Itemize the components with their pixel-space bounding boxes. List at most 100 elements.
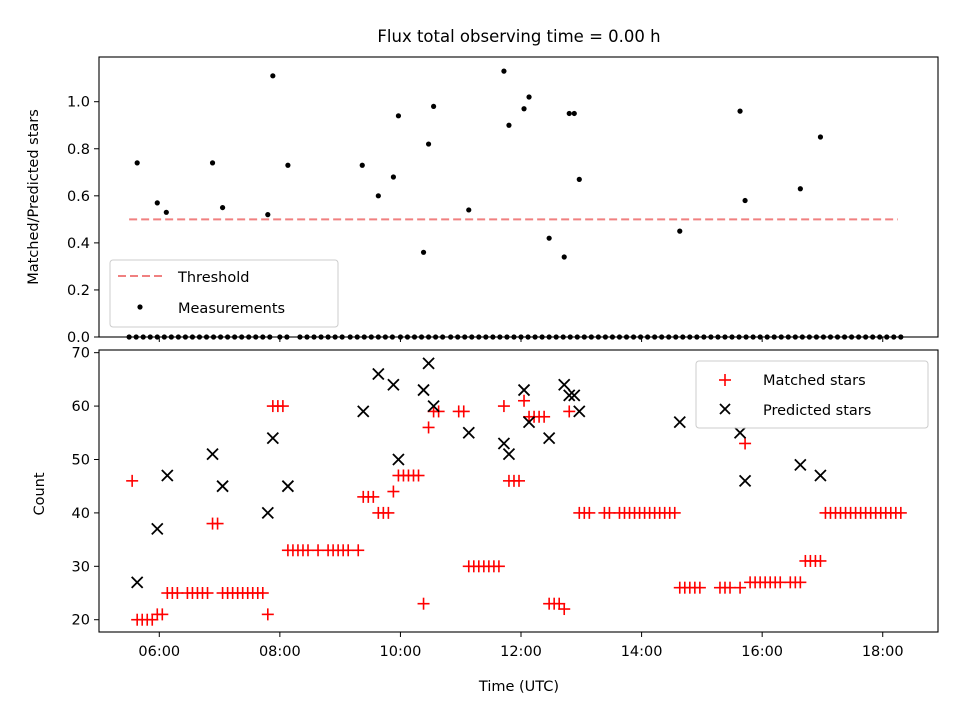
measurement-point (209, 160, 216, 166)
bottom-x-tick-label: 16:00 (741, 644, 783, 660)
predicted-star-marker (357, 405, 370, 418)
matched-star-marker (513, 474, 526, 487)
legend-threshold-label: Threshold (177, 270, 249, 286)
bottom-x-tick-label: 08:00 (259, 644, 301, 660)
matched-star-marker (382, 506, 395, 519)
predicted-star-marker (558, 378, 571, 391)
predicted-star-marker (206, 448, 219, 461)
matched-star-marker (563, 405, 576, 418)
matched-star-marker (422, 421, 435, 434)
predicted-star-marker (427, 399, 440, 413)
measurement-point (797, 186, 803, 192)
measurement-point (395, 113, 402, 119)
measurement-point (817, 134, 824, 140)
predicted-star-marker (543, 431, 556, 445)
top-y-axis-label: Matched/Predicted stars (26, 109, 42, 285)
matched-star-marker (724, 581, 737, 594)
bottom-x-tick-label: 18:00 (862, 644, 904, 660)
bottom-y-tick-label: 30 (72, 559, 90, 575)
top-y-ticks: 0.0 0.2 0.4 0.6 0.8 1.0 (67, 95, 99, 346)
legend-matched-swatch (719, 374, 731, 386)
top-chart-title: Flux total observing time = 0.00 h (377, 27, 660, 46)
matched-star-marker (171, 587, 184, 600)
measurement-point (737, 108, 743, 114)
predicted-star-marker (814, 469, 827, 482)
predicted-star-marker (568, 389, 581, 402)
predicted-star-marker (151, 522, 164, 536)
matched-star-marker (412, 469, 425, 482)
bottom-y-ticks: 20 30 40 50 60 70 (72, 346, 99, 629)
matched-star-marker (894, 506, 907, 519)
predicted-star-marker (372, 367, 385, 381)
bottom-panel: 20 30 40 50 60 70 06:00 08:00 10:00 12:00 14:00 16… (32, 346, 939, 695)
predicted-star-marker (161, 469, 174, 482)
matched-star-marker (583, 506, 596, 519)
predicted-star-marker (517, 383, 531, 397)
matched-star-marker (603, 506, 616, 519)
measurement-point (154, 200, 160, 206)
bottom-x-tick-label: 06:00 (138, 644, 180, 660)
measurement-point (677, 228, 683, 234)
top-legend: Threshold Measurements (109, 259, 339, 328)
matched-star-marker (301, 544, 314, 557)
measurement-point (501, 68, 507, 74)
matched-star-marker (312, 544, 325, 557)
bottom-x-ticks: 06:00 08:00 10:00 12:00 14:00 16:00 18:00 (138, 632, 904, 660)
matched-star-marker (201, 587, 214, 600)
matched-star-marker (146, 613, 159, 626)
matched-star-marker (352, 544, 365, 557)
matched-star-marker (457, 405, 470, 418)
matched-star-markers (126, 394, 907, 626)
matched-star-marker (276, 400, 289, 413)
measurement-point (420, 249, 427, 255)
matched-star-marker (538, 410, 551, 423)
measurement-point (163, 209, 169, 215)
predicted-star-marker (563, 389, 576, 402)
top-y-tick-label: 1.0 (67, 95, 90, 111)
measurement-point (425, 141, 432, 147)
measurement-point (390, 174, 397, 180)
legend-measurement-label: Measurements (178, 301, 285, 317)
matched-star-marker (492, 560, 505, 573)
measurement-point (359, 162, 365, 168)
predicted-star-marker (462, 426, 475, 439)
matched-star-marker (261, 608, 274, 621)
measurement-point (546, 235, 552, 241)
measurement-point (576, 176, 582, 182)
bottom-legend: Matched stars Predicted stars (695, 360, 929, 429)
bottom-x-tick-label: 10:00 (380, 644, 422, 660)
predicted-star-marker (573, 405, 586, 418)
matched-star-marker (417, 597, 430, 610)
predicted-star-marker (522, 415, 536, 429)
top-legend-box (109, 259, 339, 328)
measurement-point (375, 193, 381, 199)
matched-star-marker (558, 603, 571, 616)
matched-star-marker (739, 437, 752, 450)
predicted-star-marker (502, 448, 516, 461)
matched-star-marker (734, 581, 747, 594)
legend-predicted-swatch (719, 403, 731, 415)
predicted-star-markers (131, 357, 827, 589)
predicted-star-marker (422, 357, 435, 370)
measurement-point (265, 212, 271, 218)
bottom-y-tick-label: 50 (72, 452, 90, 468)
measurement-point (506, 122, 512, 128)
predicted-star-marker (738, 474, 752, 487)
measurement-point (571, 110, 577, 117)
matched-star-marker (156, 608, 169, 621)
measurement-point (270, 73, 276, 79)
bottom-axes-frame (98, 349, 939, 633)
matched-star-marker (794, 576, 807, 589)
legend-matched-label: Matched stars (763, 373, 866, 389)
bottom-y-tick-label: 60 (72, 399, 90, 415)
measurement-point (134, 160, 140, 166)
predicted-star-marker (417, 383, 430, 397)
measurement-point (526, 94, 532, 100)
measurement-point (521, 106, 527, 112)
top-y-tick-label: 0.4 (67, 236, 90, 252)
predicted-star-marker (733, 426, 747, 439)
matched-star-marker (342, 544, 355, 557)
bottom-y-axis-label: Count (32, 472, 48, 515)
predicted-star-marker (261, 506, 274, 520)
